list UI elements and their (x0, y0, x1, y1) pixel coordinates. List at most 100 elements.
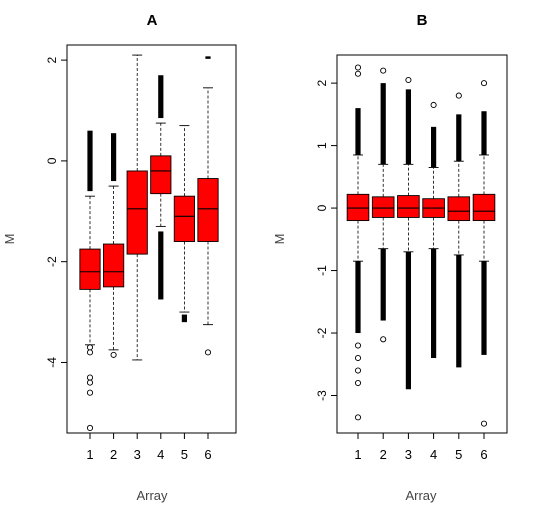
outlier-point (110, 351, 117, 358)
box-iqr (150, 155, 172, 195)
box-group (371, 67, 395, 343)
x-tick-label: 1 (86, 447, 93, 462)
box-group (173, 125, 195, 323)
y-axis-label: M (2, 234, 17, 245)
outlier-point (405, 76, 412, 84)
box-iqr (103, 243, 125, 288)
x-axis: 1 2 3 4 5 6 (354, 433, 488, 462)
panel-title: A (147, 12, 158, 29)
x-tick-label: 4 (430, 447, 437, 462)
outlier-band-upper (405, 89, 411, 165)
outlier-point (86, 379, 94, 386)
outlier-point (354, 379, 362, 387)
y-tick-label: -2 (315, 327, 329, 338)
outlier-band-upper (355, 108, 361, 155)
outlier-point (354, 342, 362, 349)
outlier-band-lower (456, 254, 462, 368)
y-tick-label: -3 (315, 390, 329, 401)
box-iqr (173, 195, 195, 242)
box-group (346, 64, 370, 421)
panel-title: B (417, 12, 428, 29)
outlier-band-lower (431, 248, 437, 359)
y-tick-label: -1 (315, 265, 329, 276)
x-tick-label: 1 (354, 447, 361, 462)
outlier-band-lower (181, 314, 187, 323)
box-iqr (197, 178, 219, 242)
y-tick-label: 0 (315, 204, 329, 211)
outlier-band-lower (380, 248, 386, 321)
outlier-band-lower (355, 261, 361, 334)
box-group (126, 54, 148, 361)
x-tick-label: 6 (480, 447, 487, 462)
y-axis-label: M (272, 234, 287, 245)
box-iqr (447, 196, 471, 222)
outlier-band-upper (205, 56, 211, 59)
x-tick-label: 2 (380, 447, 387, 462)
x-axis-label: Array (136, 488, 168, 503)
outlier-point (354, 70, 362, 77)
box-iqr (79, 248, 101, 290)
outlier-point (380, 67, 387, 74)
outlier-point (430, 101, 437, 109)
x-tick-label: 5 (455, 447, 462, 462)
outlier-point (455, 92, 462, 99)
x-tick-label: 3 (134, 447, 141, 462)
outlier-point (86, 344, 94, 351)
outlier-point (354, 367, 362, 374)
outlier-point (86, 389, 94, 396)
outlier-point (86, 349, 94, 356)
box-iqr (126, 170, 148, 255)
y-tick-label: -2 (45, 256, 59, 267)
y-tick-label: 1 (315, 142, 329, 149)
outlier-band-upper (87, 130, 93, 192)
x-tick-label: 6 (204, 447, 211, 462)
y-axis: 2 1 0 -1 -2 -3 (315, 79, 337, 401)
outlier-point (354, 354, 362, 362)
box-iqr (472, 193, 496, 222)
box-group (397, 76, 420, 390)
box-group (447, 92, 471, 368)
outlier-band-upper (111, 133, 117, 182)
box-iqr (371, 196, 395, 218)
outlier-band-lower (405, 251, 411, 390)
x-axis-label: Array (405, 488, 437, 503)
box-marks (79, 54, 219, 432)
y-tick-label: 2 (315, 79, 329, 86)
x-tick-label: 3 (405, 447, 412, 462)
box-marks (346, 64, 496, 427)
box-iqr (346, 193, 370, 222)
outlier-band-upper (158, 75, 164, 119)
plot-frame (336, 54, 508, 434)
outlier-point (354, 414, 362, 421)
box-iqr (397, 195, 420, 218)
x-tick-label: 4 (157, 447, 164, 462)
box-group (103, 133, 125, 358)
box-group (197, 56, 219, 356)
outlier-band-lower (481, 261, 487, 355)
y-tick-label: 2 (45, 56, 59, 63)
y-tick-label: 0 (45, 157, 59, 164)
outlier-point (480, 80, 488, 87)
y-tick-label: -4 (45, 357, 59, 368)
outlier-band-upper (380, 83, 386, 165)
outlier-band-upper (481, 111, 487, 155)
outlier-point (86, 424, 94, 432)
outlier-point (380, 336, 387, 343)
outlier-band-lower (158, 231, 164, 300)
box-group (422, 101, 445, 359)
x-axis: 1 2 3 4 5 6 (86, 433, 212, 462)
outlier-point (480, 420, 488, 427)
outlier-point (204, 349, 212, 356)
plot-frame (66, 44, 237, 434)
outlier-band-upper (431, 126, 437, 168)
y-axis: 2 0 -2 -4 (45, 56, 67, 368)
outlier-point (86, 374, 94, 381)
panel-a: A Array M 2 0 -2 -4 1 2 3 4 5 6 (2, 12, 237, 503)
box-group (472, 80, 496, 427)
box-group (150, 75, 172, 300)
outlier-band-upper (456, 114, 462, 162)
x-tick-label: 5 (181, 447, 188, 462)
x-tick-label: 2 (110, 447, 117, 462)
outlier-point (354, 64, 362, 71)
